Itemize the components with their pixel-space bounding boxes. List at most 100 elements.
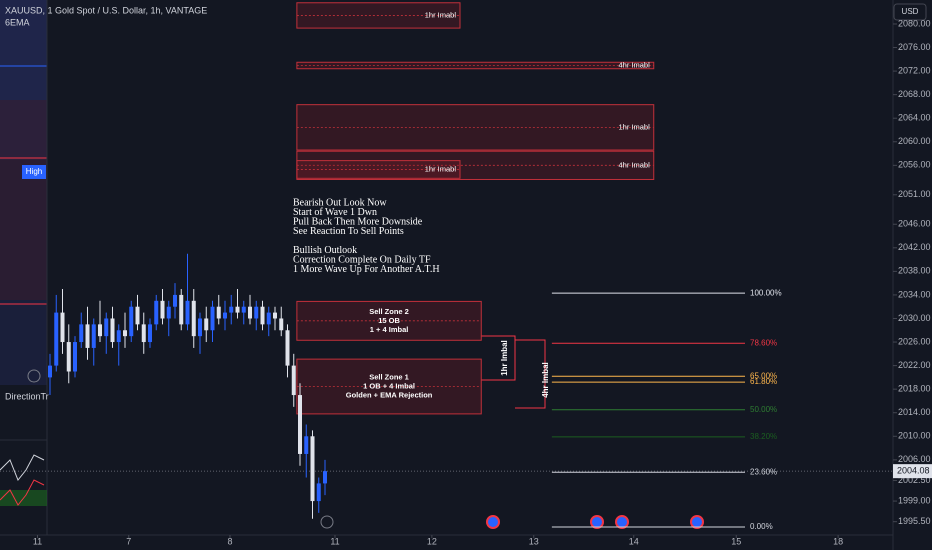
candle-body bbox=[316, 483, 321, 502]
y-tick-label: 2018.00 bbox=[898, 384, 931, 394]
fib-label: 0.00% bbox=[750, 522, 773, 531]
y-tick-label: 2030.00 bbox=[898, 313, 931, 323]
bracket-label: 4hr Imbal bbox=[541, 362, 550, 398]
note: See Reaction To Sell Points bbox=[293, 226, 404, 237]
candle-body bbox=[54, 312, 59, 366]
note: Bearish Out Look Now bbox=[293, 197, 387, 208]
candle-body bbox=[66, 342, 71, 372]
candle-body bbox=[154, 300, 159, 325]
candle-body bbox=[216, 306, 221, 319]
side-label: DirectionTr bbox=[5, 391, 49, 401]
y-tick-label: 2022.00 bbox=[898, 360, 931, 370]
note: Bullish Outlook bbox=[293, 245, 357, 256]
y-tick-label: 2060.00 bbox=[898, 136, 931, 146]
candle-body bbox=[73, 342, 77, 372]
candle-body bbox=[141, 324, 146, 343]
candle-body bbox=[98, 324, 102, 337]
event-icon[interactable] bbox=[690, 515, 704, 529]
fib-label: 23.60% bbox=[750, 467, 777, 476]
zone-label: 1hr Imabl bbox=[618, 122, 650, 131]
candle-body bbox=[60, 312, 65, 343]
candle-body bbox=[235, 306, 240, 313]
zone-label: 1hr Imabl bbox=[425, 10, 457, 19]
candle-body bbox=[179, 294, 184, 325]
candle-body bbox=[173, 294, 177, 307]
bracket-label: 1hr Imbal bbox=[500, 340, 509, 376]
candle-body bbox=[323, 471, 327, 484]
event-icon[interactable] bbox=[615, 515, 629, 529]
y-tick-label: 2056.00 bbox=[898, 160, 931, 170]
candle-body bbox=[48, 365, 52, 378]
candle-body bbox=[185, 300, 190, 325]
bracket bbox=[481, 335, 516, 381]
y-tick-label: 2034.00 bbox=[898, 289, 931, 299]
x-tick-label: 8 bbox=[227, 536, 232, 546]
y-tick-label: 2038.00 bbox=[898, 266, 931, 276]
candle-body bbox=[229, 306, 234, 313]
candle-body bbox=[191, 300, 196, 337]
last-price-box bbox=[893, 464, 932, 479]
zone-label: Golden + EMA Rejection bbox=[346, 390, 433, 399]
fib-label: 50.00% bbox=[750, 405, 777, 414]
y-tick-label: 2046.00 bbox=[898, 219, 931, 229]
note: Correction Complete On Daily TF bbox=[293, 254, 431, 265]
candle-body bbox=[248, 306, 252, 319]
candle-body bbox=[110, 318, 115, 343]
event-icon[interactable] bbox=[320, 515, 334, 529]
fib-label: 100.00% bbox=[750, 288, 782, 297]
candle-body bbox=[204, 318, 209, 331]
candle-body bbox=[298, 395, 302, 454]
candle-body bbox=[135, 306, 140, 325]
y-tick-label: 2072.00 bbox=[898, 65, 931, 75]
event-icon[interactable] bbox=[27, 369, 41, 383]
event-icon[interactable] bbox=[486, 515, 500, 529]
candle-body bbox=[223, 312, 227, 319]
x-tick-label: 14 bbox=[629, 536, 639, 546]
candle-body bbox=[116, 330, 121, 343]
chart-title: Gold Spot / U.S. Dollar, 1h, VANTAGE bbox=[55, 5, 207, 15]
candle-body bbox=[129, 306, 134, 337]
candle-body bbox=[79, 324, 84, 343]
fib-label: 65.00% bbox=[750, 371, 777, 380]
note: 1 More Wave Up For Another A.T.H bbox=[293, 264, 440, 275]
candle-body bbox=[279, 318, 284, 331]
candle-body bbox=[104, 318, 109, 337]
candle-body bbox=[241, 306, 246, 313]
zone-label: Sell Zone 1 bbox=[369, 372, 409, 381]
y-tick-label: 2064.00 bbox=[898, 113, 931, 123]
zone-label: 4hr Imabl bbox=[618, 60, 650, 69]
side-zone bbox=[0, 100, 47, 300]
fib-label: 38.20% bbox=[750, 432, 777, 441]
y-tick-label: 2080.00 bbox=[898, 18, 931, 28]
indicator-name: 6EMA bbox=[5, 17, 30, 27]
note: Pull Back Then More Downside bbox=[293, 216, 423, 227]
candle-body bbox=[266, 312, 271, 325]
candle-body bbox=[148, 324, 152, 343]
candle-body bbox=[91, 324, 96, 348]
x-tick-label: 11 bbox=[33, 536, 42, 546]
y-tick-label: 2006.00 bbox=[898, 454, 931, 464]
bracket bbox=[515, 339, 546, 409]
side-indicator-line bbox=[0, 479, 45, 506]
event-icon[interactable] bbox=[590, 515, 604, 529]
candle-body bbox=[160, 300, 165, 319]
currency-button[interactable] bbox=[893, 3, 927, 21]
fib-label: 61.80% bbox=[750, 377, 777, 386]
candle-body bbox=[85, 324, 90, 348]
zone-label: Sell Zone 2 bbox=[369, 307, 409, 316]
candle-body bbox=[273, 312, 277, 319]
candle-body bbox=[166, 306, 171, 319]
x-tick-label: 18 bbox=[833, 536, 843, 546]
last-price-label: 2004.08 bbox=[897, 466, 930, 476]
y-tick-label: 2068.00 bbox=[898, 89, 931, 99]
y-tick-label: 2042.00 bbox=[898, 242, 931, 252]
side-label: High bbox=[26, 167, 42, 176]
x-tick-label: 15 bbox=[731, 536, 741, 546]
zone-label: 15 OB bbox=[378, 316, 400, 325]
y-tick-label: 2002.50 bbox=[898, 475, 931, 485]
candle-body bbox=[198, 318, 202, 337]
candle-body bbox=[310, 436, 315, 502]
y-tick-label: 2014.00 bbox=[898, 407, 931, 417]
